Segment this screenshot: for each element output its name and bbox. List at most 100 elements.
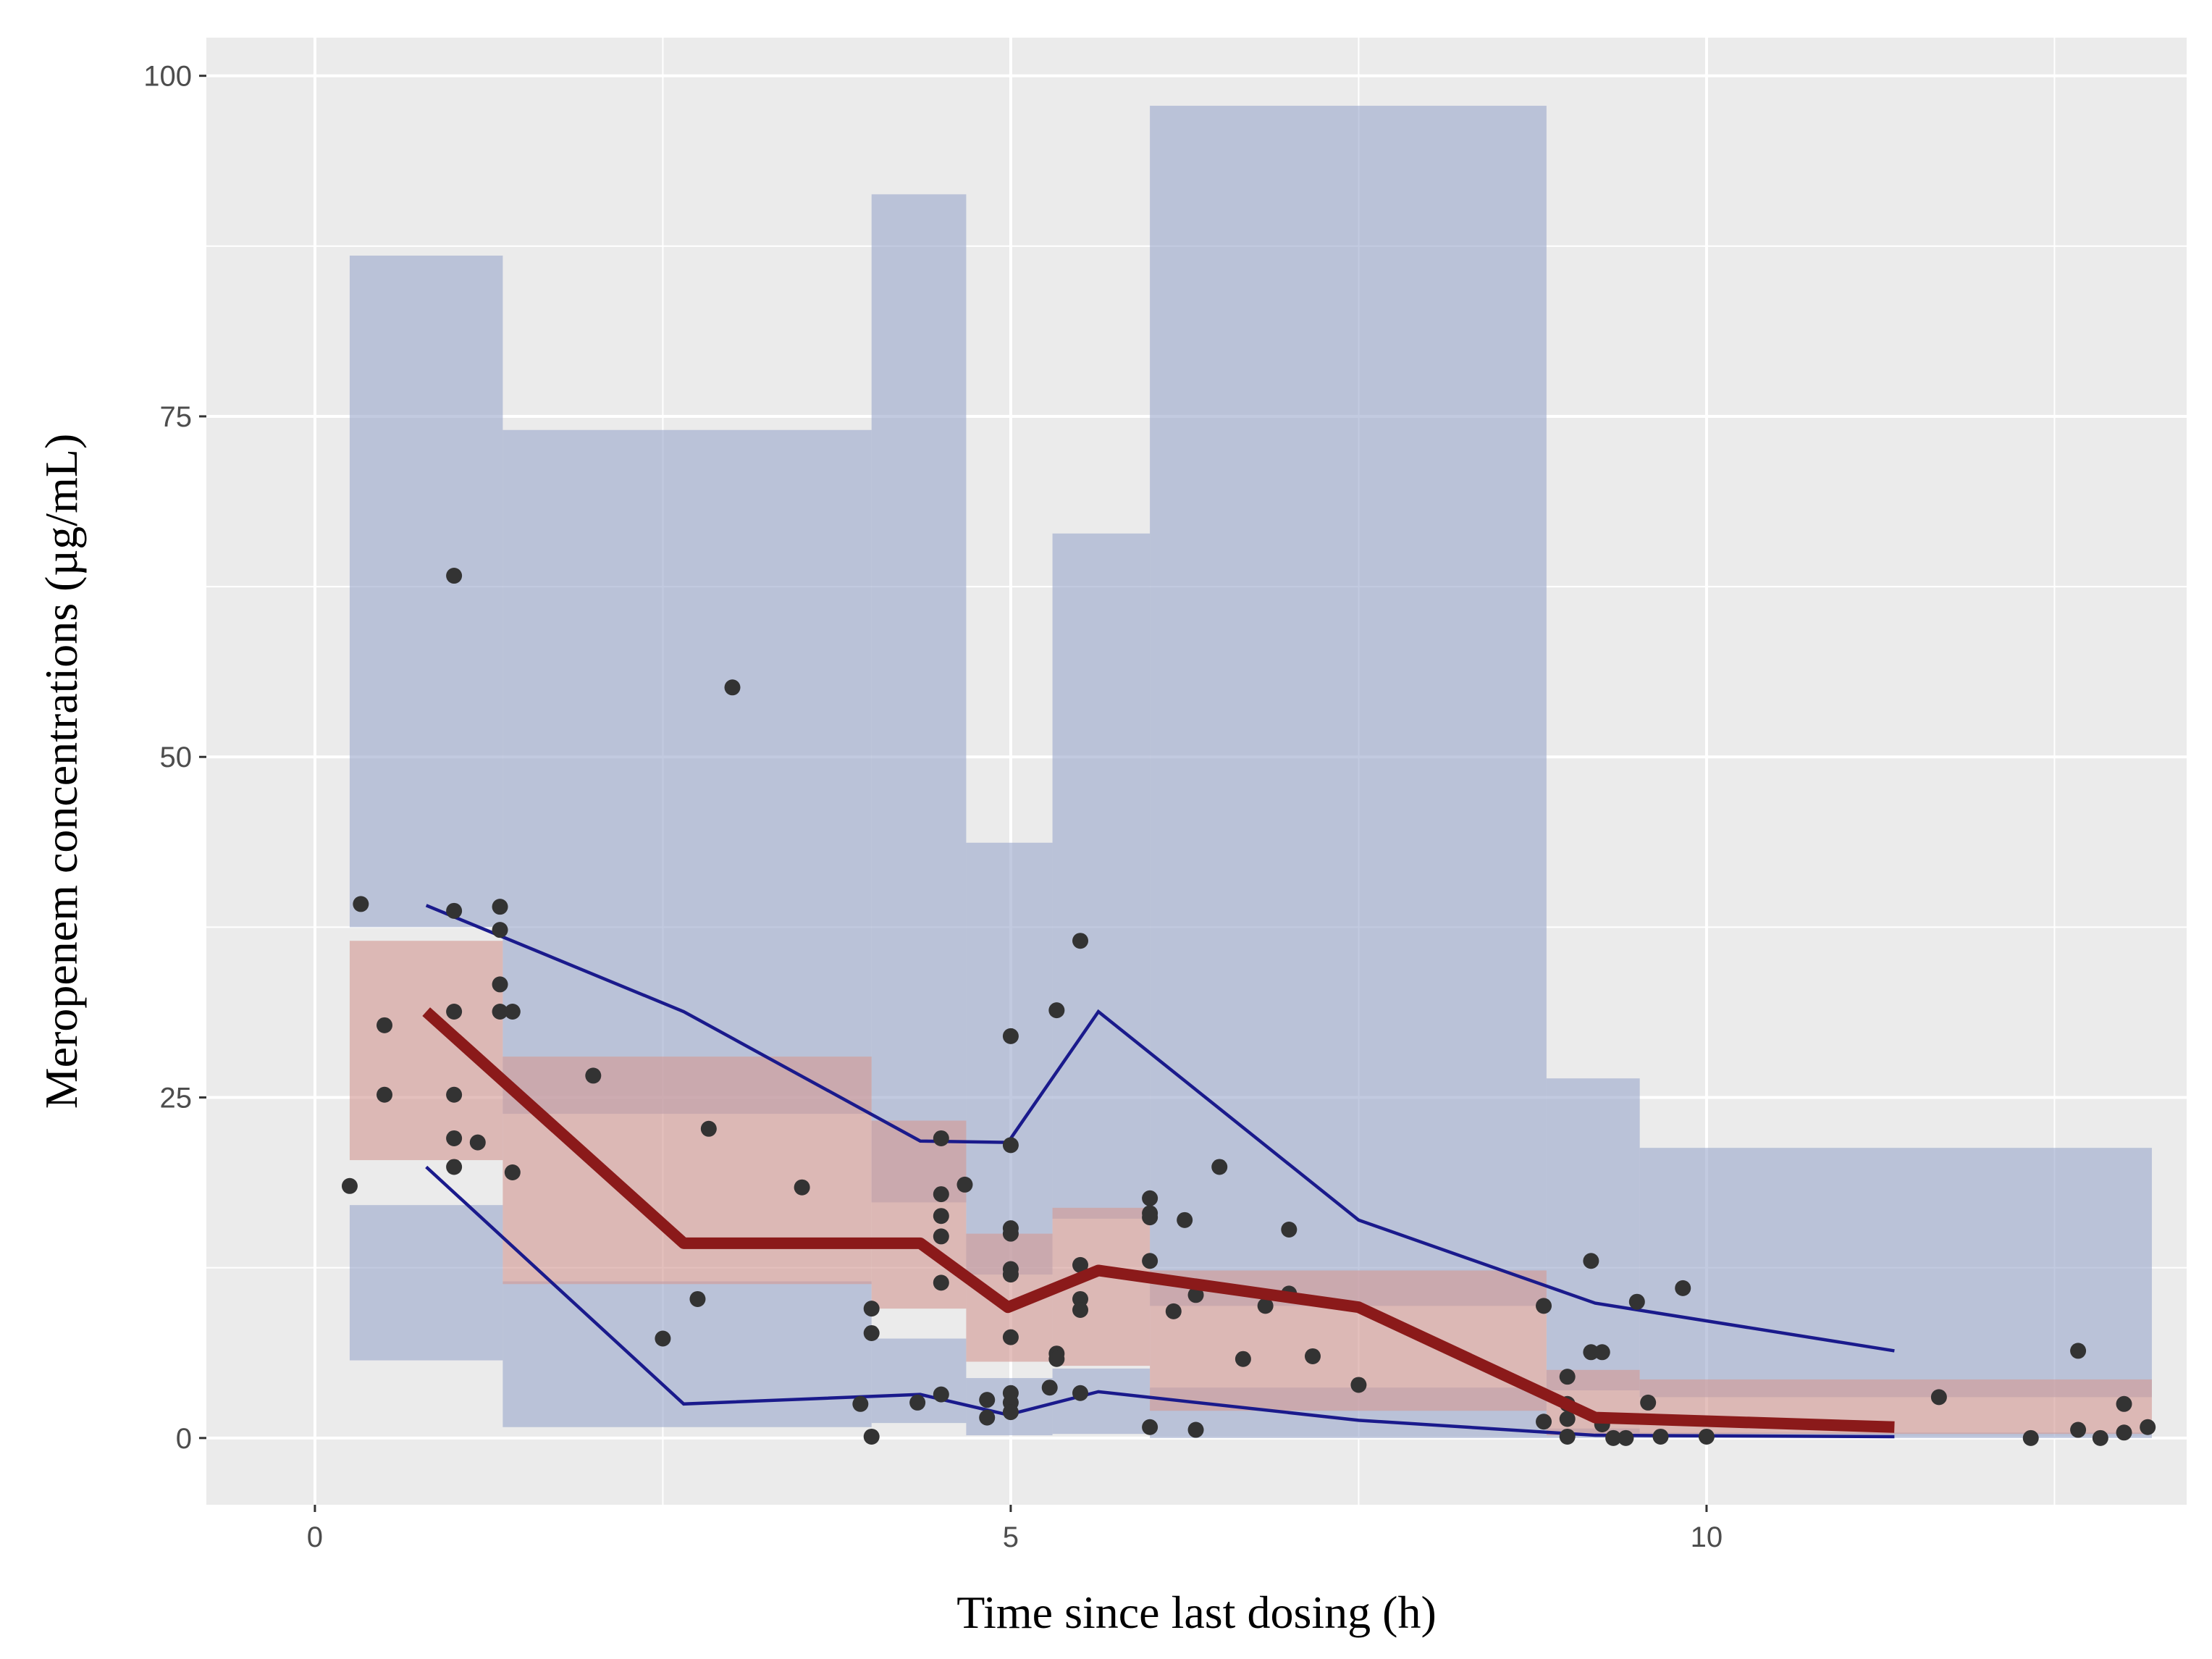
- observed-point: [1187, 1421, 1204, 1438]
- observed-point: [341, 1177, 358, 1194]
- observed-point: [933, 1228, 949, 1245]
- observed-point: [446, 568, 463, 584]
- observed-point: [1675, 1280, 1691, 1296]
- observed-point: [1350, 1377, 1367, 1393]
- observed-point: [1559, 1369, 1576, 1385]
- x-tick-label: 0: [307, 1521, 323, 1553]
- median-pi-band: [871, 1120, 967, 1309]
- observed-point: [1187, 1287, 1204, 1303]
- observed-point: [1165, 1303, 1182, 1319]
- observed-point: [1559, 1411, 1576, 1427]
- x-tick-label: 10: [1691, 1521, 1723, 1553]
- observed-point: [1257, 1298, 1274, 1314]
- observed-point: [933, 1186, 949, 1203]
- observed-point: [504, 1004, 521, 1020]
- observed-point: [353, 896, 369, 912]
- median-pi-band: [349, 941, 503, 1161]
- observed-point: [1002, 1028, 1019, 1044]
- observed-point: [2116, 1424, 2132, 1441]
- observed-point: [2070, 1421, 2087, 1438]
- observed-point: [1618, 1429, 1634, 1446]
- observed-point: [1002, 1225, 1019, 1242]
- observed-point: [724, 679, 741, 696]
- x-tick-label: 5: [1003, 1521, 1019, 1553]
- observed-points: [341, 568, 2156, 1446]
- observed-point: [1211, 1159, 1228, 1175]
- observed-point: [1536, 1414, 1552, 1430]
- observed-point: [1048, 1002, 1065, 1019]
- observed-point: [956, 1176, 973, 1193]
- observed-point: [794, 1179, 810, 1196]
- observed-point: [1583, 1253, 1599, 1269]
- observed-point: [1698, 1428, 1715, 1445]
- observed-point: [469, 1134, 486, 1151]
- observed-point: [1594, 1344, 1610, 1361]
- observed-point: [1072, 1256, 1089, 1273]
- lower-pi-band: [1052, 1368, 1151, 1435]
- median-line-path: [422, 1007, 1895, 1433]
- lower-pi-band: [1639, 1432, 2152, 1438]
- median-pi-band: [1150, 1270, 1547, 1411]
- observed-point: [933, 1386, 949, 1403]
- observed-percentile-line: [425, 1165, 1895, 1439]
- observed-point: [1002, 1404, 1019, 1421]
- observed-point: [1652, 1428, 1669, 1445]
- observed-point: [492, 922, 508, 938]
- upper-pi-band: [1150, 106, 1547, 1306]
- observed-point: [1930, 1389, 1947, 1406]
- upper-pi-band: [966, 842, 1053, 1275]
- observed-point: [689, 1290, 706, 1307]
- upper-pi-band: [1546, 1078, 1640, 1390]
- observed-point: [1628, 1293, 1645, 1310]
- observed-point: [1142, 1209, 1158, 1226]
- observed-point: [700, 1120, 717, 1137]
- y-tick-label: 25: [160, 1083, 193, 1114]
- upper-pi-band: [871, 194, 967, 1203]
- observed-point: [1072, 1385, 1089, 1401]
- y-tick-label: 50: [160, 742, 193, 773]
- observed-point: [1002, 1137, 1019, 1154]
- observed-point: [492, 1004, 508, 1020]
- observed-point: [852, 1395, 869, 1412]
- y-tick-label: 100: [143, 61, 192, 93]
- observed-point: [1640, 1394, 1657, 1411]
- y-tick-label: 75: [160, 401, 193, 433]
- observed-point: [2140, 1419, 2156, 1435]
- observed-point: [1072, 933, 1089, 949]
- observed-median-line: [422, 1007, 1895, 1433]
- observed-point: [1002, 1329, 1019, 1345]
- observed-point: [2116, 1395, 2132, 1412]
- upper-pi-band: [1639, 1148, 2152, 1398]
- observed-point: [377, 1017, 393, 1033]
- observed-point: [933, 1208, 949, 1225]
- upper-pi-band: [349, 255, 503, 928]
- observed-point: [1605, 1429, 1622, 1446]
- observed-point: [863, 1301, 880, 1317]
- observed-point: [1559, 1428, 1576, 1445]
- x-axis-title: Time since last dosing (h): [956, 1587, 1437, 1638]
- observed-point: [446, 1086, 463, 1103]
- observed-point: [492, 976, 508, 993]
- observed-point: [492, 899, 508, 915]
- median-pi-band: [502, 1057, 872, 1285]
- observed-point: [1142, 1419, 1158, 1435]
- observed-point: [909, 1394, 926, 1411]
- observed-point: [1048, 1351, 1065, 1367]
- observed-point: [1142, 1253, 1158, 1269]
- observed-point: [446, 1159, 463, 1175]
- observed-point: [655, 1330, 671, 1347]
- observed-point: [1072, 1290, 1089, 1307]
- upper-pi-band: [502, 429, 872, 1114]
- observed-point: [1177, 1211, 1193, 1228]
- observed-point: [979, 1392, 996, 1408]
- observed-point: [933, 1130, 949, 1146]
- observed-point: [2092, 1429, 2108, 1446]
- observed-point: [2070, 1343, 2087, 1359]
- observed-point: [1041, 1379, 1058, 1396]
- observed-point: [446, 1004, 463, 1020]
- observed-point: [2022, 1429, 2039, 1446]
- observed-percentile-lines: [425, 904, 1895, 1439]
- observed-point: [1002, 1267, 1019, 1283]
- y-tick-label: 0: [176, 1423, 192, 1455]
- observed-point: [979, 1409, 996, 1426]
